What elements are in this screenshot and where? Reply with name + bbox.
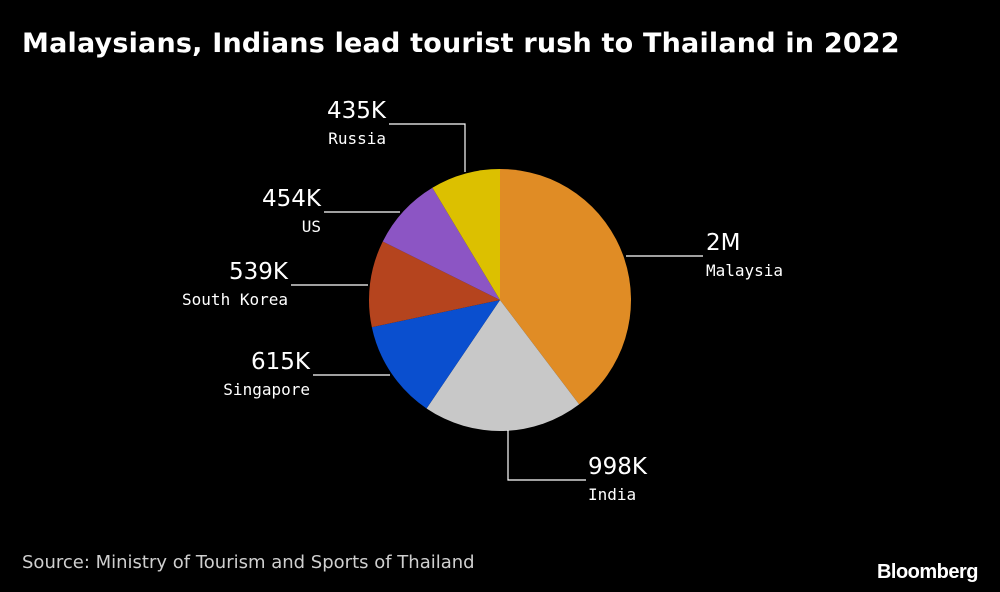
category-label-malaysia: Malaysia xyxy=(706,261,783,280)
category-label-us: US xyxy=(302,217,321,236)
chart-title: Malaysians, Indians lead tourist rush to… xyxy=(22,28,900,59)
pie-slice-south-korea xyxy=(368,241,500,328)
pie-slice-russia xyxy=(432,169,500,300)
category-label-singapore: Singapore xyxy=(223,380,310,399)
value-label-india: 998K xyxy=(588,454,648,480)
pie-slice-india xyxy=(426,300,580,432)
category-label-south-korea: South Korea xyxy=(182,290,288,309)
leader-line-india xyxy=(507,430,586,481)
category-label-india: India xyxy=(588,485,636,504)
source-note: Source: Ministry of Tourism and Sports o… xyxy=(22,552,475,573)
value-label-malaysia: 2M xyxy=(706,230,740,256)
pie-slice-malaysia xyxy=(500,168,632,405)
pie-slice-singapore xyxy=(371,300,500,409)
value-label-south-korea: 539K xyxy=(229,259,289,285)
bloomberg-logo: Bloomberg xyxy=(876,561,979,583)
category-label-russia: Russia xyxy=(328,129,386,148)
value-label-us: 454K xyxy=(262,186,322,212)
leader-line-russia xyxy=(389,123,466,172)
value-label-singapore: 615K xyxy=(251,349,311,375)
pie-slice-us xyxy=(382,187,500,300)
value-label-russia: 435K xyxy=(327,98,387,124)
